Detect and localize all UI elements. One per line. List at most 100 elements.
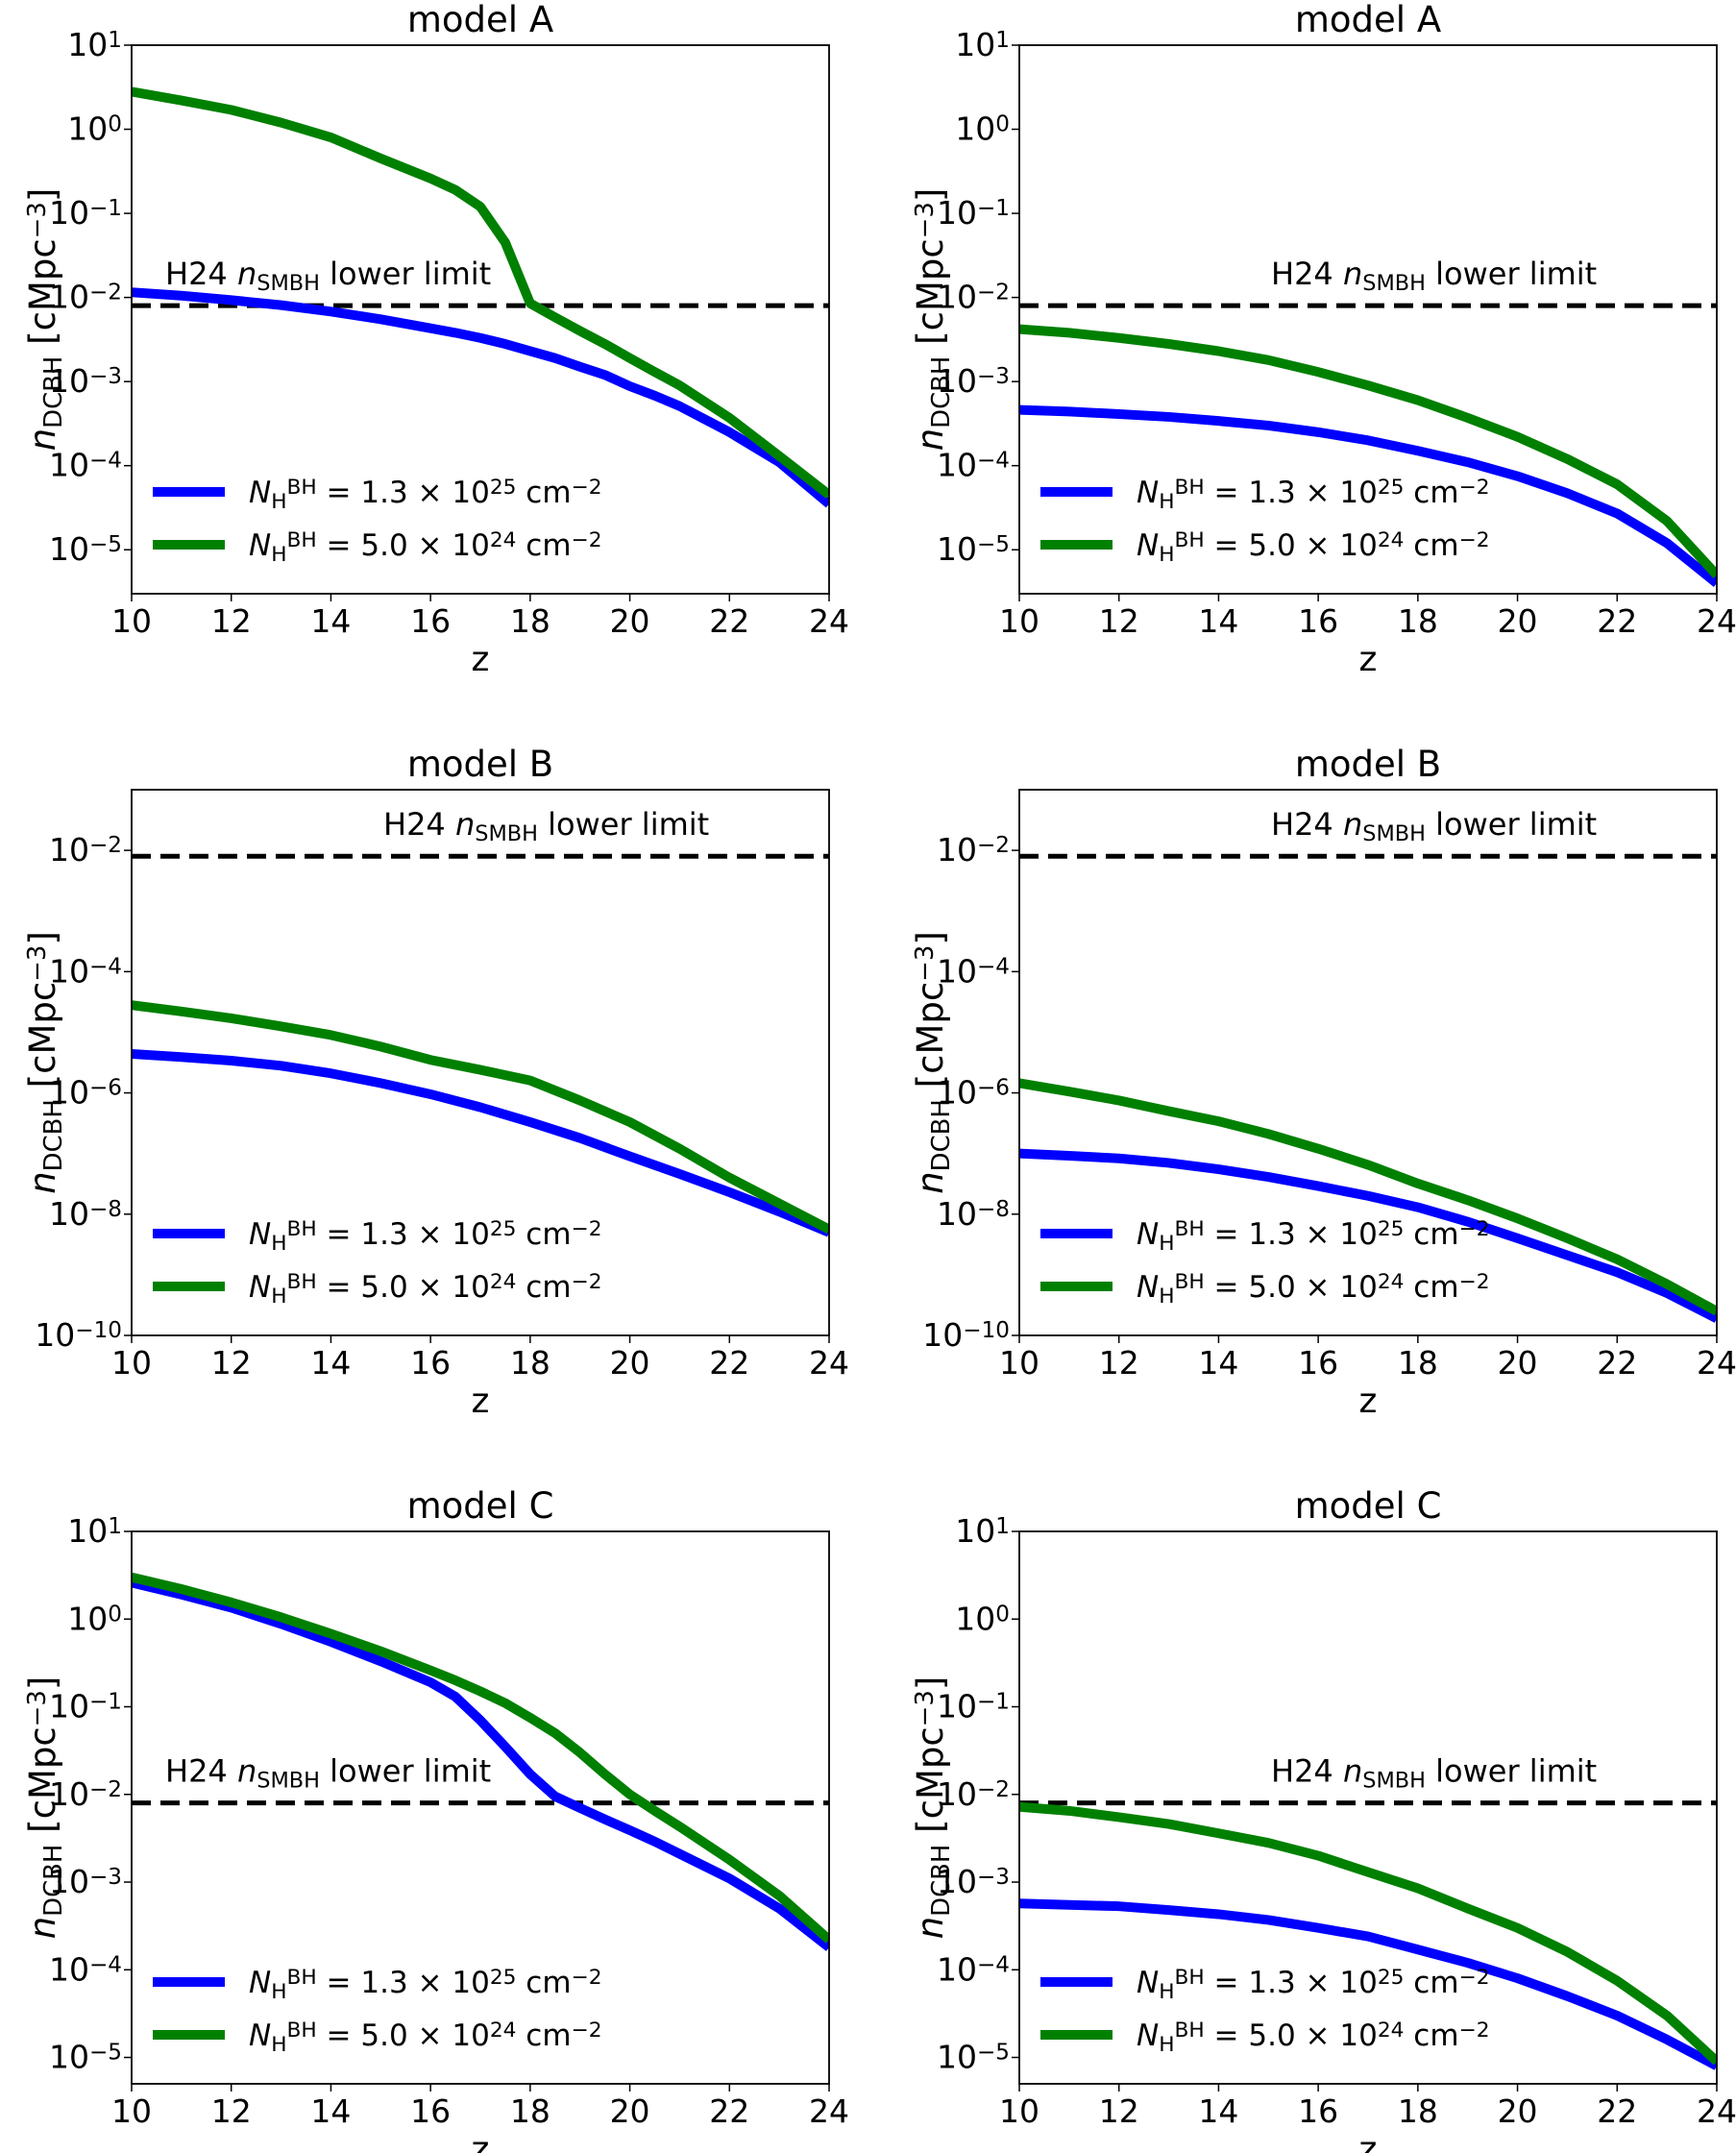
text-part: n: [237, 256, 257, 292]
text-part: n: [22, 1917, 63, 1939]
text-part: H: [1159, 1232, 1174, 1256]
text-part: H: [1159, 543, 1174, 567]
chart-title: model C: [1295, 1485, 1442, 1527]
y-tick-label: 100: [67, 110, 122, 148]
text-part: −3: [23, 1690, 52, 1726]
text-part: ]: [22, 931, 63, 944]
text-part: 0: [995, 1602, 1010, 1627]
text-part: = 1.3 × 10: [317, 1966, 490, 2000]
text-part: n: [22, 1171, 63, 1193]
text-part: H24: [165, 1753, 237, 1790]
panel: model B10 12 14 16 18 20 22 24z10−210−410−610−8…: [22, 744, 849, 1421]
text-part: 10: [955, 1600, 995, 1637]
text-part: 10: [49, 447, 89, 484]
text-part: 10: [49, 1863, 89, 1900]
text-part: 1: [108, 28, 122, 53]
text-part: −6: [977, 1075, 1010, 1100]
legend-label: NHBH = 5.0 × 1024 cm−2: [1137, 528, 1490, 567]
text-part: SMBH: [1362, 1768, 1426, 1793]
y-axis-label: nDCBH [cMpc−3]: [910, 931, 956, 1194]
text-part: BH: [1175, 1270, 1205, 1294]
text-part: N: [1137, 1966, 1159, 2000]
chart-title: model A: [407, 0, 553, 40]
y-tick-label: 10−6: [937, 1074, 1010, 1112]
y-tick-label: 10−10: [35, 1316, 122, 1354]
text-part: −4: [977, 1952, 1010, 1977]
reference-label: H24 nSMBH lower limit: [1271, 1753, 1597, 1794]
text-part: SMBH: [475, 821, 538, 846]
text-part: −8: [977, 1197, 1010, 1222]
text-part: 10: [937, 447, 977, 484]
text-part: −2: [572, 2018, 602, 2043]
text-part: DCBH: [927, 356, 956, 428]
text-part: 25: [1378, 1217, 1405, 1241]
x-tick-label: 16: [410, 1344, 451, 1382]
legend-label: NHBH = 1.3 × 1025 cm−2: [1137, 1966, 1490, 2004]
y-tick-label: 10−1: [937, 1688, 1010, 1725]
text-part: 25: [490, 1217, 517, 1241]
x-tick-label: 20: [1498, 602, 1538, 640]
x-tick-label: 10: [111, 602, 152, 640]
text-part: 10: [67, 1600, 108, 1637]
text-part: n: [1343, 256, 1362, 292]
y-tick-label: 100: [67, 1600, 122, 1637]
text-part: −4: [977, 954, 1010, 979]
text-part: = 5.0 × 10: [317, 528, 490, 563]
x-axis-label: z: [1359, 640, 1378, 679]
text-part: cm: [1404, 1217, 1458, 1252]
x-tick-label: 20: [610, 1344, 650, 1382]
text-part: n: [1343, 1753, 1362, 1790]
x-tick-label: 24: [809, 1344, 849, 1382]
text-part: n: [22, 428, 63, 451]
text-part: H: [1159, 2033, 1174, 2057]
text-part: 10: [937, 279, 977, 316]
text-part: BH: [1175, 476, 1205, 500]
x-tick-label: 14: [310, 602, 351, 640]
text-part: −2: [1459, 2018, 1490, 2043]
panel: model B10 12 14 16 18 20 22 24z10−210−410−610−8…: [910, 744, 1736, 1421]
x-tick-label: 12: [211, 602, 252, 640]
text-part: 10: [49, 194, 89, 232]
text-part: SMBH: [1362, 821, 1426, 846]
text-part: 10: [937, 362, 977, 400]
text-part: −2: [977, 280, 1010, 305]
x-tick-label: 14: [310, 2092, 351, 2130]
text-part: BH: [287, 1270, 317, 1294]
legend-label: NHBH = 1.3 × 1025 cm−2: [249, 476, 602, 514]
x-axis-label: z: [472, 640, 490, 679]
chart-title: model B: [407, 744, 553, 785]
series-line: [1019, 404, 1717, 587]
text-part: 1: [995, 1514, 1010, 1539]
text-part: −3: [977, 1865, 1010, 1890]
text-part: −3: [89, 1865, 122, 1890]
series-line: [132, 1578, 829, 1951]
text-part: [cMpc: [910, 982, 951, 1099]
y-tick-label: 101: [955, 1512, 1010, 1550]
text-part: ]: [22, 1676, 63, 1690]
y-tick-label: 10−4: [937, 952, 1010, 990]
text-part: BH: [287, 2018, 317, 2043]
legend-label: NHBH = 5.0 × 1024 cm−2: [249, 528, 602, 567]
text-part: 10: [937, 952, 977, 990]
y-tick-label: 10−2: [49, 1775, 122, 1813]
text-part: cm: [1404, 528, 1458, 563]
text-part: [cMpc: [22, 238, 63, 355]
plot-frame: [1018, 1530, 1718, 2085]
text-part: ]: [910, 1676, 951, 1690]
text-part: BH: [1175, 1966, 1205, 1990]
series-line: [1019, 1898, 1717, 2070]
text-part: −2: [1459, 1217, 1490, 1241]
text-part: −3: [977, 364, 1010, 389]
text-part: 10: [937, 194, 977, 232]
text-part: cm: [516, 1270, 571, 1305]
text-part: 24: [1378, 528, 1405, 552]
text-part: H: [271, 1980, 286, 2004]
text-part: 10: [937, 1195, 977, 1233]
text-part: −2: [1459, 1270, 1490, 1294]
x-tick-label: 10: [111, 2092, 152, 2130]
legend-label: NHBH = 5.0 × 1024 cm−2: [249, 2018, 602, 2057]
text-part: 10: [49, 1195, 89, 1233]
text-part: −2: [572, 528, 602, 552]
